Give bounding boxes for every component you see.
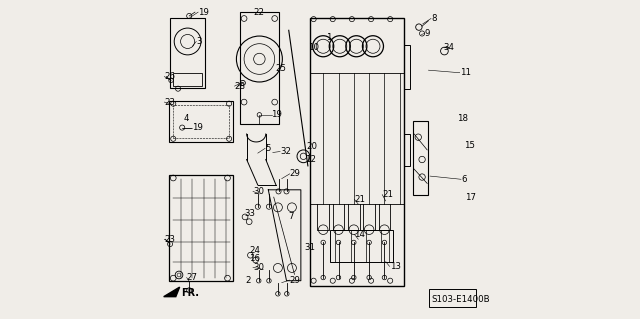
Text: 5: 5 (265, 144, 271, 153)
Text: 26: 26 (164, 72, 175, 81)
Bar (170, 175, 233, 281)
Bar (429, 289, 476, 307)
Text: 14: 14 (355, 230, 365, 239)
Bar (330, 230, 394, 262)
Text: 7: 7 (289, 212, 294, 221)
Text: 21: 21 (355, 195, 365, 204)
Polygon shape (164, 287, 180, 297)
Text: 30: 30 (253, 187, 264, 196)
Text: 10: 10 (308, 43, 319, 52)
Text: 23: 23 (164, 98, 175, 107)
Bar (404, 134, 410, 166)
Text: FR.: FR. (181, 288, 199, 298)
Bar (404, 45, 410, 89)
Text: 27: 27 (187, 273, 198, 282)
Text: 24: 24 (249, 246, 260, 255)
Text: 1: 1 (326, 33, 332, 42)
Text: 8: 8 (431, 14, 436, 23)
Bar (173, 105, 229, 138)
Text: 29: 29 (290, 169, 301, 178)
Text: 6: 6 (461, 175, 467, 184)
Text: 17: 17 (465, 193, 476, 202)
Text: 33: 33 (244, 209, 255, 218)
Text: 23: 23 (164, 235, 175, 244)
Bar (239, 12, 280, 124)
Text: 3: 3 (196, 37, 202, 46)
Text: 9: 9 (424, 29, 430, 38)
Bar (310, 18, 404, 286)
Text: 19: 19 (271, 110, 282, 119)
Text: 16: 16 (249, 254, 260, 263)
Text: 32: 32 (280, 147, 291, 156)
Text: 19: 19 (198, 8, 209, 17)
Bar (170, 18, 205, 88)
Text: 29: 29 (290, 276, 301, 285)
Text: S103-E1400B: S103-E1400B (431, 295, 490, 304)
Text: 12: 12 (305, 155, 316, 164)
Text: 31: 31 (305, 243, 316, 252)
Text: 4: 4 (184, 114, 189, 122)
Bar (173, 73, 202, 86)
Text: 22: 22 (253, 8, 264, 17)
Text: 19: 19 (192, 123, 203, 132)
Text: 13: 13 (390, 262, 401, 271)
Text: 25: 25 (275, 64, 286, 73)
Text: 15: 15 (463, 141, 474, 150)
Text: 18: 18 (456, 114, 468, 122)
Text: 21: 21 (382, 190, 393, 199)
Bar (413, 121, 428, 195)
Text: 28: 28 (234, 82, 246, 91)
Text: 34: 34 (444, 43, 455, 52)
Text: 20: 20 (307, 142, 317, 151)
Text: 2: 2 (245, 276, 250, 285)
Text: 11: 11 (460, 68, 471, 77)
Bar (170, 101, 233, 142)
Text: 30: 30 (253, 263, 264, 272)
